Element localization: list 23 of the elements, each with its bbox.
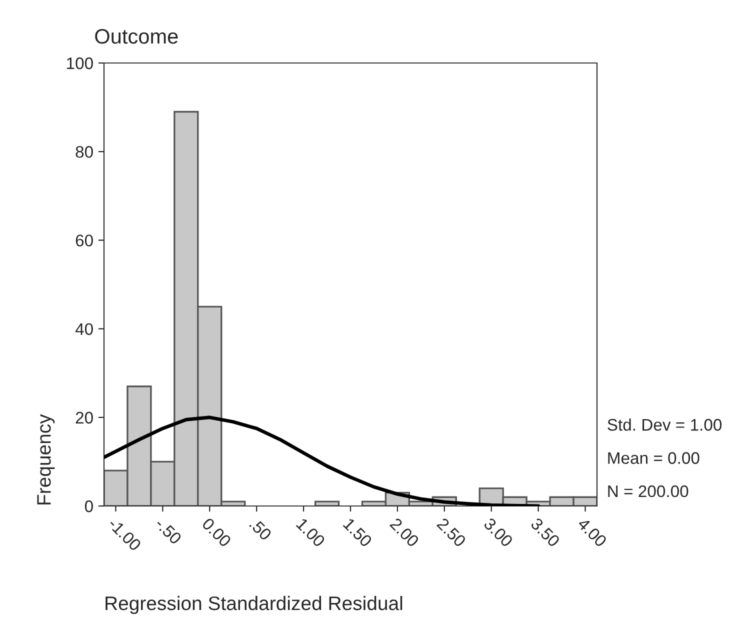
x-tick-label: 0.00 xyxy=(201,517,232,548)
y-tick-label: 100 xyxy=(67,57,93,70)
x-tick-label: -1.00 xyxy=(108,517,142,552)
x-tick-label: 4.00 xyxy=(576,517,608,548)
y-tick-label: 60 xyxy=(76,234,93,246)
x-axis-title: Regression Standardized Residual xyxy=(106,596,402,614)
y-tick-label: 20 xyxy=(76,412,93,424)
text: Std. Dev = 1.00 xyxy=(608,418,722,431)
x-tick-label: 2.00 xyxy=(389,517,420,548)
x-tick-label: -.50 xyxy=(154,517,182,545)
x-tick-label: 3.00 xyxy=(483,517,514,548)
y-axis-title: Frequency xyxy=(37,414,55,504)
y-tick-label: 0 xyxy=(84,500,93,512)
x-tick-label: 1.00 xyxy=(296,518,326,548)
x-tick-label: 1.50 xyxy=(342,518,373,548)
x-tick-label: 3.50 xyxy=(530,517,560,548)
text: N = 200.00 xyxy=(608,485,688,498)
text: Mean = 0.00 xyxy=(608,452,700,464)
x-tick-label: .50 xyxy=(249,518,272,541)
chart-title: Outcome xyxy=(95,29,178,44)
x-tick-label: 2.50 xyxy=(436,517,467,548)
y-tick-label: 80 xyxy=(76,146,93,158)
y-tick-label: 40 xyxy=(75,323,93,336)
